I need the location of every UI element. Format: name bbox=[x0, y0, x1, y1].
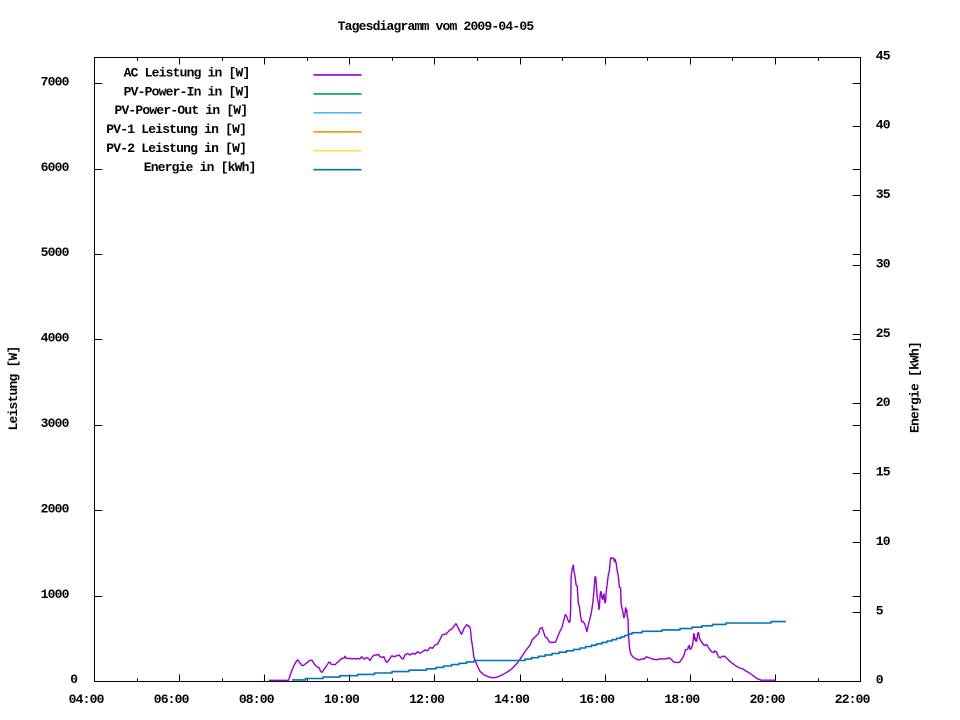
svg-text:PV-2 Leistung in [W]: PV-2 Leistung in [W] bbox=[106, 141, 246, 156]
svg-text:3000: 3000 bbox=[41, 416, 70, 431]
svg-text:Leistung [W]: Leistung [W] bbox=[6, 347, 21, 431]
svg-text:10: 10 bbox=[876, 534, 891, 549]
svg-text:5000: 5000 bbox=[41, 245, 70, 260]
svg-text:0: 0 bbox=[876, 673, 884, 688]
svg-text:15: 15 bbox=[876, 465, 891, 480]
svg-text:25: 25 bbox=[876, 326, 891, 341]
svg-text:PV-1 Leistung in [W]: PV-1 Leistung in [W] bbox=[106, 122, 246, 137]
svg-text:PV-Power-Out in [W]: PV-Power-Out in [W] bbox=[114, 103, 247, 118]
svg-text:12:00: 12:00 bbox=[409, 692, 445, 707]
svg-text:0: 0 bbox=[70, 672, 78, 687]
svg-text:06:00: 06:00 bbox=[154, 692, 190, 707]
svg-text:35: 35 bbox=[876, 187, 891, 202]
svg-text:2000: 2000 bbox=[41, 501, 70, 516]
svg-text:20:00: 20:00 bbox=[750, 692, 786, 707]
svg-text:6000: 6000 bbox=[41, 160, 70, 175]
svg-text:5: 5 bbox=[876, 603, 884, 618]
svg-text:AC Leistung in [W]: AC Leistung in [W] bbox=[124, 65, 250, 80]
svg-text:1000: 1000 bbox=[41, 587, 70, 602]
svg-text:20: 20 bbox=[876, 395, 891, 410]
svg-text:10:00: 10:00 bbox=[324, 692, 360, 707]
svg-text:PV-Power-In in [W]: PV-Power-In in [W] bbox=[124, 84, 250, 99]
svg-text:Tagesdiagramm vom 2009-04-05: Tagesdiagramm vom 2009-04-05 bbox=[338, 19, 535, 34]
svg-text:22:00: 22:00 bbox=[835, 692, 871, 707]
svg-text:14:00: 14:00 bbox=[494, 692, 530, 707]
svg-text:40: 40 bbox=[876, 118, 891, 133]
svg-text:30: 30 bbox=[876, 256, 891, 271]
svg-text:16:00: 16:00 bbox=[579, 692, 615, 707]
svg-text:Energie [kWh]: Energie [kWh] bbox=[908, 342, 923, 433]
svg-text:7000: 7000 bbox=[41, 74, 70, 89]
svg-text:04:00: 04:00 bbox=[69, 692, 105, 707]
svg-text:18:00: 18:00 bbox=[664, 692, 700, 707]
svg-text:08:00: 08:00 bbox=[239, 692, 275, 707]
svg-text:Energie in [kWh]: Energie in [kWh] bbox=[144, 160, 256, 175]
svg-text:4000: 4000 bbox=[41, 331, 70, 346]
svg-text:45: 45 bbox=[876, 48, 891, 63]
